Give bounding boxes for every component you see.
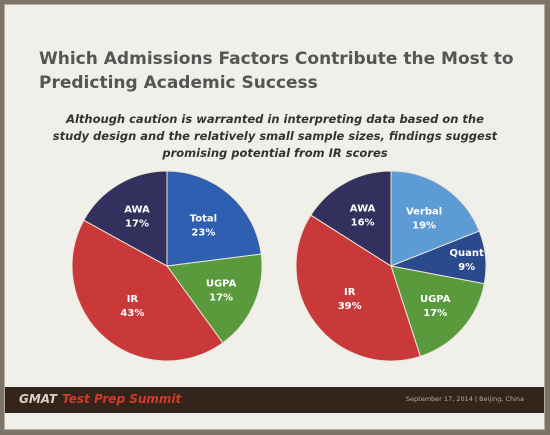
slice-value-total: 23% bbox=[191, 228, 215, 239]
slice-value-ugpa: 17% bbox=[209, 292, 233, 303]
slice-label-ir: IR bbox=[344, 287, 356, 298]
slide: Which Admissions Factors Contribute the … bbox=[4, 4, 545, 430]
slice-value-verbal: 19% bbox=[412, 220, 436, 231]
slice-value-awa: 16% bbox=[351, 217, 375, 228]
brand-logo: GMAT Test Prep Summit bbox=[19, 392, 181, 406]
slice-label-awa: AWA bbox=[350, 203, 376, 214]
slice-label-ir: IR bbox=[127, 294, 139, 305]
slice-value-ugpa: 17% bbox=[423, 308, 447, 319]
pie-slice-total bbox=[166, 170, 262, 267]
pie-slice-ugpa bbox=[390, 265, 485, 357]
footer-bar: GMAT Test Prep Summit September 17, 2014 … bbox=[5, 387, 544, 413]
pie-slice-ir bbox=[295, 214, 421, 362]
slice-label-ugpa: UGPA bbox=[206, 278, 237, 289]
subtitle-line-1: Although caution is warranted in interpr… bbox=[66, 112, 484, 126]
slice-label-total: Total bbox=[190, 214, 217, 225]
pie-slice-awa bbox=[83, 170, 168, 267]
brand-gmat: GMAT bbox=[19, 392, 58, 406]
title-line-2: Predicting Academic Success bbox=[39, 73, 318, 93]
pie-slice-awa bbox=[310, 170, 392, 267]
slide-subtitle: Although caution is warranted in interpr… bbox=[35, 111, 515, 162]
slice-value-ir: 39% bbox=[338, 301, 362, 312]
slice-label-quant: Quant bbox=[450, 248, 484, 259]
slice-value-ir: 43% bbox=[120, 308, 144, 319]
subtitle-line-2: study design and the relatively small sa… bbox=[52, 129, 498, 143]
pie-slice-verbal bbox=[390, 170, 480, 267]
pie-slice-ir bbox=[71, 219, 224, 362]
brand-event: Test Prep Summit bbox=[62, 392, 182, 406]
pie-slice-ugpa bbox=[166, 253, 263, 344]
slice-label-ugpa: UGPA bbox=[420, 294, 451, 305]
slice-value-awa: 17% bbox=[125, 218, 149, 229]
title-line-1: Which Admissions Factors Contribute the … bbox=[39, 49, 514, 69]
slice-label-awa: AWA bbox=[124, 204, 150, 215]
pie-chart-sections: Verbal 19% Quant 9% UGPA 17% IR 39% AWA 16% bbox=[295, 170, 487, 362]
slice-label-verbal: Verbal bbox=[406, 206, 442, 217]
slide-title: Which Admissions Factors Contribute the … bbox=[39, 47, 519, 95]
subtitle-line-3: promising potential from IR scores bbox=[162, 146, 388, 160]
slice-value-quant: 9% bbox=[458, 262, 475, 273]
date-location: September 17, 2014 | Beijing, China bbox=[405, 395, 524, 403]
pie-chart-total: Total 23% UGPA 17% IR 43% AWA 17% bbox=[71, 170, 263, 362]
